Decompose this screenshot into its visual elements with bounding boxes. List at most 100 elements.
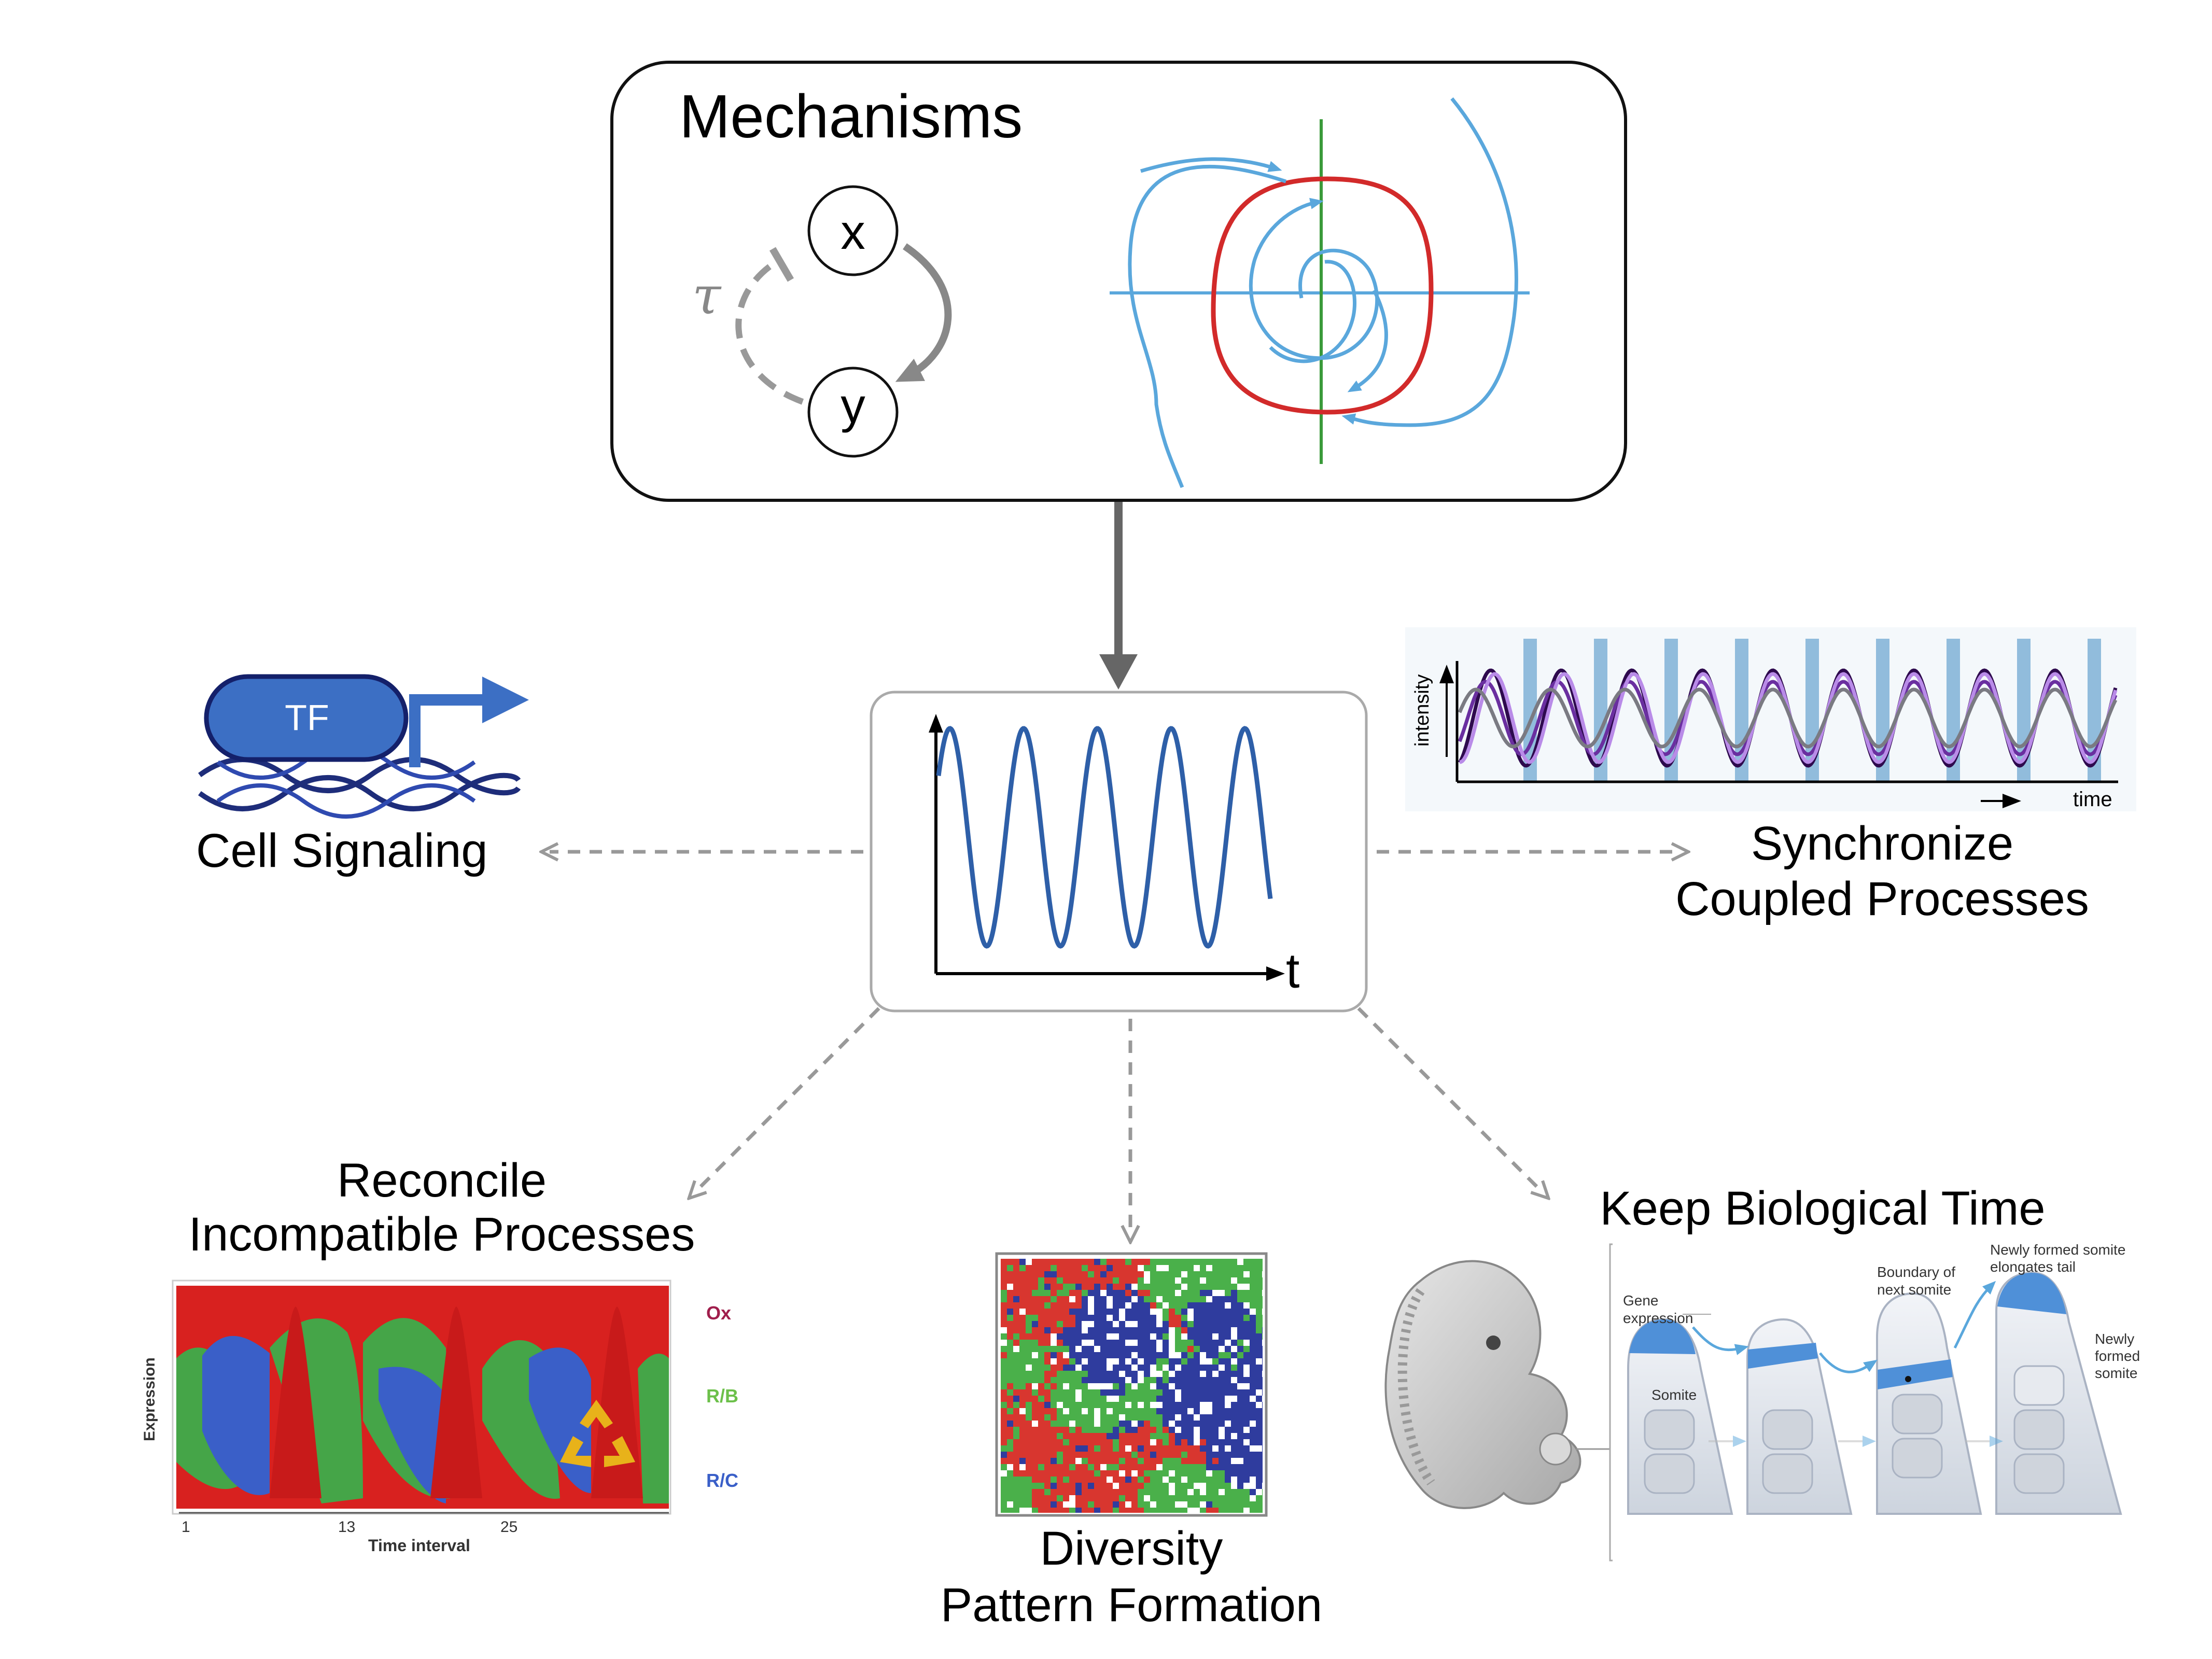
diversity-cell [1163,1315,1169,1321]
tail-1-expression [1629,1319,1696,1354]
reconcile-plot-area [176,1286,669,1509]
diversity-cell [1237,1445,1243,1452]
diversity-cell [1044,1346,1051,1352]
diversity-cell [1001,1340,1007,1346]
diversity-cell [1225,1495,1231,1501]
diversity-cell [1231,1383,1237,1389]
diversity-cell [1225,1371,1231,1377]
diversity-cell [1256,1452,1262,1458]
diversity-cell [1237,1402,1243,1408]
diversity-cell [1163,1495,1169,1501]
diversity-cell [1194,1340,1200,1346]
diversity-cell [1181,1377,1187,1383]
diversity-cell [1163,1483,1169,1489]
diversity-cell [1094,1508,1100,1513]
diversity-cell [1219,1333,1225,1340]
diversity-cell [1007,1365,1013,1371]
diversity-cell [1113,1302,1119,1309]
diversity-cell [1150,1371,1156,1377]
diversity-cell [1225,1396,1231,1402]
diversity-cell [1163,1365,1169,1371]
diversity-cell [1138,1302,1144,1309]
diversity-cell [1163,1501,1169,1508]
diversity-cell [1212,1452,1219,1458]
diversity-cell [1250,1427,1256,1433]
diversity-cell [1256,1433,1262,1439]
diversity-cell [1163,1340,1169,1346]
diversity-cell [1262,1377,1263,1383]
diversity-cell [1088,1464,1094,1470]
diversity-cell [1019,1489,1026,1495]
diversity-cell [1187,1464,1194,1470]
diversity-cell [1169,1327,1175,1333]
diversity-cell [1194,1290,1200,1296]
diversity-cell [1007,1389,1013,1396]
diversity-cell [1163,1389,1169,1396]
diversity-cell [1225,1259,1231,1265]
diversity-cell [1150,1315,1156,1321]
diversity-cell [1007,1315,1013,1321]
diversity-cell [1250,1470,1256,1477]
diversity-cell [1206,1284,1212,1290]
diversity-cell [1094,1377,1100,1383]
promoter-arrow-head [482,677,529,723]
diversity-cell [1075,1414,1082,1421]
diversity-cell [1007,1439,1013,1445]
diversity-cell [1019,1377,1026,1383]
diversity-cell [1156,1302,1163,1309]
diversity-cell [1026,1508,1032,1513]
diversity-cell [1150,1277,1156,1284]
diversity-cell [1194,1489,1200,1495]
diversity-cell [1007,1421,1013,1427]
legend-ox: Ox [706,1302,731,1324]
diversity-cell [1156,1309,1163,1315]
embryo-body [1384,1260,1581,1509]
diversity-cell [1094,1290,1100,1296]
diversity-cell [1075,1309,1082,1315]
diversity-cell [1144,1346,1150,1352]
diversity-cell [1113,1333,1119,1340]
diversity-cell [1001,1483,1007,1489]
diversity-cell [1169,1333,1175,1340]
diversity-cell [1225,1458,1231,1464]
diversity-cell [1150,1265,1156,1271]
diversity-cell [1219,1358,1225,1365]
diversity-cell [1007,1501,1013,1508]
tail-stages: Gene expression Somite Boundary of next … [1623,1242,2140,1515]
diversity-cell [1163,1346,1169,1352]
diversity-cell [1219,1402,1225,1408]
diversity-cell [1212,1501,1219,1508]
diversity-cell [1194,1265,1200,1271]
diversity-cell [1057,1402,1063,1408]
diversity-cell [1026,1477,1032,1483]
diversity-cell [1019,1508,1026,1513]
diversity-cell [1107,1284,1113,1290]
diversity-cell [1243,1277,1250,1284]
diversity-cell [1075,1327,1082,1333]
diversity-cell [1075,1340,1082,1346]
diversity-cell [1138,1408,1144,1414]
diversity-cell [1231,1433,1237,1439]
cell-signaling-label: Cell Signaling [196,824,488,877]
diversity-cell [1100,1377,1107,1383]
diversity-cell [1200,1321,1206,1327]
diversity-cell [1088,1333,1094,1340]
diversity-cell [1057,1433,1063,1439]
diversity-cell [1187,1470,1194,1477]
diversity-cell [1250,1433,1256,1439]
diversity-cell [1032,1321,1038,1327]
diversity-cell [1231,1389,1237,1396]
diversity-cell [1262,1408,1263,1414]
diversity-cell [1250,1383,1256,1389]
diversity-cell [1088,1408,1094,1414]
diversity-cell [1175,1408,1181,1414]
diversity-cell [1206,1402,1212,1408]
diversity-cell [1156,1271,1163,1277]
diversity-cell [1001,1346,1007,1352]
diversity-cell [1262,1421,1263,1427]
diversity-cell [1250,1271,1256,1277]
diversity-cell [1094,1383,1100,1389]
node-y [807,367,899,458]
diversity-cell [1019,1371,1026,1377]
diversity-cell [1250,1508,1256,1513]
